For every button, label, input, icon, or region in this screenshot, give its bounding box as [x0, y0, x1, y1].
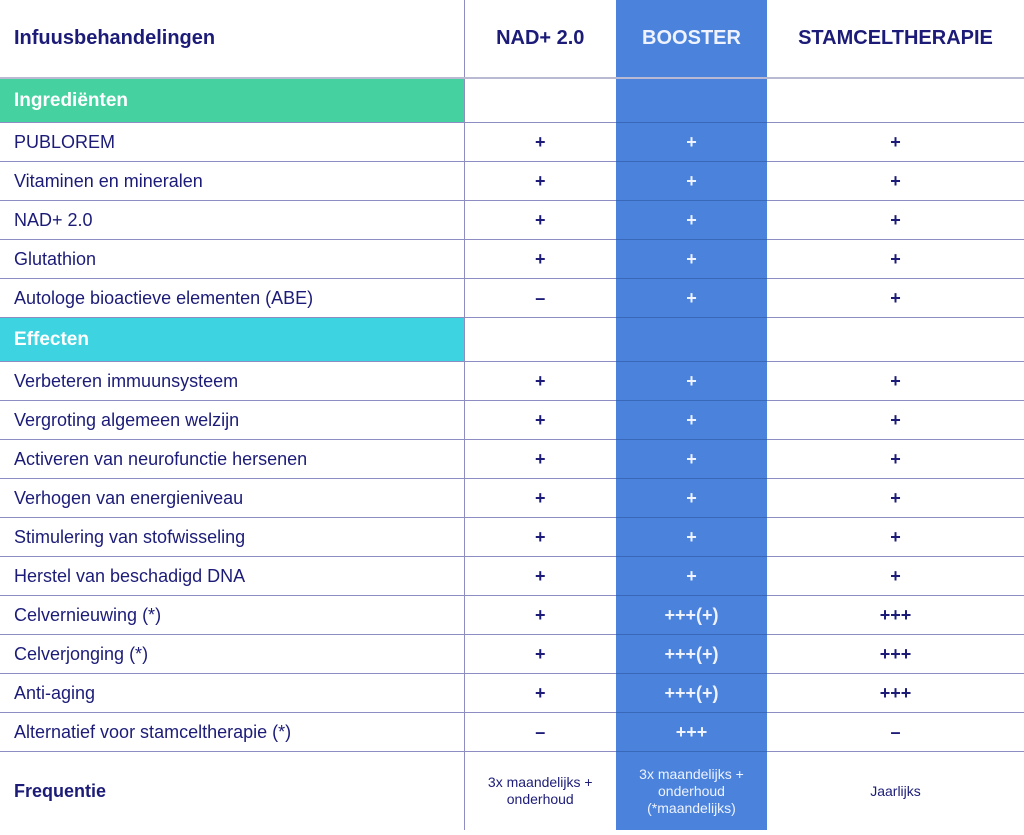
value-stamceltherapie: +: [767, 161, 1024, 201]
frequency-booster: 3x maandelijks + onderhoud (*maandelijks…: [616, 751, 767, 830]
table-row: Stimulering van stofwisseling + + +: [0, 517, 1024, 557]
frequency-stamceltherapie: Jaarlijks: [870, 782, 921, 799]
section-title: Ingrediënten: [0, 78, 464, 123]
row-label: Verhogen van energieniveau: [0, 478, 464, 518]
empty-cell: [616, 317, 767, 362]
table-row: Verhogen van energieniveau + + +: [0, 478, 1024, 518]
row-label: Celvernieuwing (*): [0, 595, 464, 635]
value-stamceltherapie: +: [767, 200, 1024, 240]
value-nad: +: [463, 361, 616, 401]
frequency-label: Frequentie: [14, 780, 107, 801]
section-header-row: Ingrediënten: [0, 78, 1024, 123]
value-stamceltherapie: +: [767, 361, 1024, 401]
value-booster: +: [616, 478, 767, 518]
value-nad: +: [463, 517, 616, 557]
table-row: PUBLOREM + + +: [0, 122, 1024, 162]
value-booster: +: [616, 122, 767, 162]
empty-cell: [463, 317, 616, 362]
table-row: Autologe bioactieve elementen (ABE) – + +: [0, 278, 1024, 318]
table-row: NAD+ 2.0 + + +: [0, 200, 1024, 240]
section-header-row: Effecten: [0, 317, 1024, 362]
value-stamceltherapie: +: [767, 400, 1024, 440]
value-booster: +: [616, 278, 767, 318]
frequency-nad: 3x maandelijks + onderhoud: [463, 751, 616, 830]
value-stamceltherapie: +: [767, 278, 1024, 318]
table-row: Celvernieuwing (*) + +++(+) +++: [0, 595, 1024, 635]
value-nad: +: [463, 634, 616, 674]
table-row: Celverjonging (*) + +++(+) +++: [0, 634, 1024, 674]
row-label: Verbeteren immuunsysteem: [0, 361, 464, 401]
column-header-nad: NAD+ 2.0: [463, 0, 616, 79]
value-stamceltherapie: +++: [767, 634, 1024, 674]
value-stamceltherapie: +: [767, 122, 1024, 162]
value-nad: +: [463, 673, 616, 713]
value-nad: +: [463, 439, 616, 479]
value-nad: +: [463, 239, 616, 279]
value-nad: +: [463, 478, 616, 518]
value-stamceltherapie: –: [767, 712, 1024, 752]
table-row: Verbeteren immuunsysteem + + +: [0, 361, 1024, 401]
value-stamceltherapie: +: [767, 239, 1024, 279]
table-row: Herstel van beschadigd DNA + + +: [0, 556, 1024, 596]
value-nad: +: [463, 556, 616, 596]
value-stamceltherapie: +: [767, 556, 1024, 596]
value-stamceltherapie: +: [767, 439, 1024, 479]
row-label: NAD+ 2.0: [0, 200, 464, 240]
table-row: Vitaminen en mineralen + + +: [0, 161, 1024, 201]
empty-cell: [767, 78, 1024, 123]
row-label: Stimulering van stofwisseling: [0, 517, 464, 557]
row-label: Autologe bioactieve elementen (ABE): [0, 278, 464, 318]
column-header-stamceltherapie: STAMCELTHERAPIE: [767, 0, 1024, 79]
value-stamceltherapie: +++: [767, 673, 1024, 713]
value-nad: +: [463, 595, 616, 635]
table-title: Infuusbehandelingen: [0, 0, 464, 79]
value-nad: +: [463, 400, 616, 440]
header-row: Infuusbehandelingen NAD+ 2.0 BOOSTER STA…: [0, 0, 1024, 79]
table-row: Glutathion + + +: [0, 239, 1024, 279]
value-nad: +: [463, 200, 616, 240]
value-stamceltherapie: +: [767, 478, 1024, 518]
value-booster: +: [616, 556, 767, 596]
value-nad: –: [463, 712, 616, 752]
section-title: Effecten: [0, 317, 464, 362]
value-nad: +: [463, 122, 616, 162]
empty-cell: [616, 78, 767, 123]
value-booster: +++(+): [616, 673, 767, 713]
row-label: Vitaminen en mineralen: [0, 161, 464, 201]
column-header-booster: BOOSTER: [616, 0, 767, 79]
value-nad: +: [463, 161, 616, 201]
row-label: Alternatief voor stamceltherapie (*): [0, 712, 464, 752]
value-nad: –: [463, 278, 616, 318]
value-booster: +: [616, 361, 767, 401]
empty-cell: [463, 78, 616, 123]
row-label: PUBLOREM: [0, 122, 464, 162]
value-stamceltherapie: +: [767, 517, 1024, 557]
empty-cell: [767, 317, 1024, 362]
value-booster: +++(+): [616, 634, 767, 674]
table-row: Alternatief voor stamceltherapie (*) – +++…: [0, 712, 1024, 752]
table-row: Vergroting algemeen welzijn + + +: [0, 400, 1024, 440]
value-booster: +++: [616, 712, 767, 752]
value-stamceltherapie: +++: [767, 595, 1024, 635]
row-label: Vergroting algemeen welzijn: [0, 400, 464, 440]
row-label: Herstel van beschadigd DNA: [0, 556, 464, 596]
table-row: Anti-aging + +++(+) +++: [0, 673, 1024, 713]
row-label: Celverjonging (*): [0, 634, 464, 674]
value-booster: +++(+): [616, 595, 767, 635]
row-label: Glutathion: [0, 239, 464, 279]
value-booster: +: [616, 161, 767, 201]
frequency-row: Frequentie 3x maandelijks + onderhoud 3x m…: [0, 751, 1024, 830]
table-row: Activeren van neurofunctie hersenen + + +: [0, 439, 1024, 479]
row-label: Anti-aging: [0, 673, 464, 713]
value-booster: +: [616, 239, 767, 279]
value-booster: +: [616, 200, 767, 240]
value-booster: +: [616, 439, 767, 479]
value-booster: +: [616, 400, 767, 440]
value-booster: +: [616, 517, 767, 557]
row-label: Activeren van neurofunctie hersenen: [0, 439, 464, 479]
